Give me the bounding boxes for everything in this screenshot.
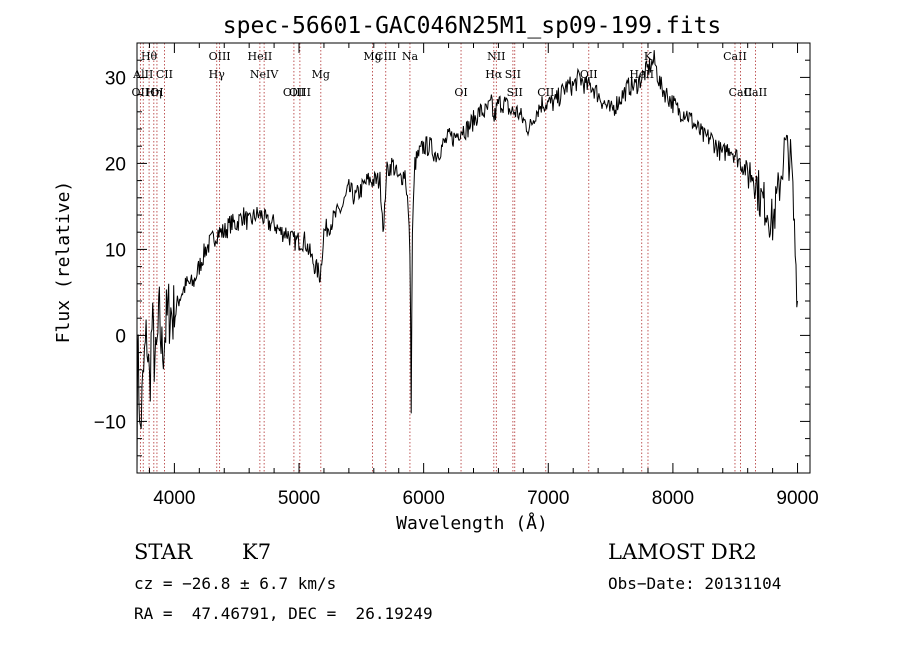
x-tick-label-5000: 5000 (278, 488, 320, 509)
axis-ticks: 4000 5000 6000 7000 8000 9000 −10 0 10 20 30 (94, 42, 819, 509)
x-tick-label-7000: 7000 (527, 488, 569, 509)
marker-label-4: CII (156, 68, 173, 81)
x-tick-label-6000: 6000 (403, 488, 445, 509)
y-tick-label-30: 30 (105, 68, 126, 89)
y-tick-label--10: −10 (94, 412, 126, 433)
redshift-velocity: cz = −26.8 ± 6.7 km/s (134, 574, 337, 593)
survey-name: LAMOST DR2 (608, 540, 757, 564)
marker-label-14: CIII (375, 50, 396, 63)
y-tick-label-20: 20 (105, 154, 126, 175)
chart-title: spec-56601-GAC046N25M1_sp09-199.fits (223, 13, 722, 39)
marker-label-18: Hα (485, 68, 503, 81)
marker-label-21: CII (537, 86, 554, 99)
marker-label-15: Na (402, 50, 419, 63)
marker-label-27: CaII (744, 86, 768, 99)
marker-label-1: AlII (132, 68, 153, 81)
marker-label-10: OIII (283, 86, 305, 99)
marker-label-26: CaII (729, 86, 753, 99)
marker-label-6: OIII (209, 50, 231, 63)
x-tick-label-4000: 4000 (153, 488, 195, 509)
marker-label-13: Mg (363, 50, 381, 63)
marker-label-7: Hγ (209, 68, 226, 81)
marker-label-20: SII (507, 86, 523, 99)
marker-label-8: HeII (247, 50, 272, 63)
x-tick-label-8000: 8000 (652, 488, 694, 509)
marker-label-25: CaII (723, 50, 747, 63)
emission-line-markers: HθAlIIOIIHηCIIOIOIIIHγHeIINeIVOIIIOIIIMg… (132, 43, 768, 473)
y-axis-label: Flux (relative) (53, 181, 74, 344)
marker-label-3: Hη (146, 86, 162, 99)
marker-label-19: SII (505, 68, 521, 81)
spectrum-line (136, 50, 798, 474)
marker-label-11: OIII (289, 86, 311, 99)
marker-label-16: OI (454, 86, 467, 99)
x-tick-label-9000: 9000 (776, 488, 818, 509)
plot-frame (136, 42, 811, 474)
y-tick-label-0: 0 (115, 326, 126, 347)
x-axis-label: Wavelength (Å) (396, 512, 548, 534)
object-subclass: K7 (242, 540, 272, 564)
observation-date: Obs−Date: 20131104 (608, 574, 782, 593)
marker-label-12: Mg (312, 68, 330, 81)
marker-label-17: NII (487, 50, 505, 63)
sky-coordinates: RA = 47.46791, DEC = 26.19249 (134, 604, 433, 623)
marker-label-2: OII (132, 86, 150, 99)
y-tick-label-10: 10 (105, 240, 126, 261)
marker-label-24: K (644, 50, 653, 63)
marker-label-9: NeIV (250, 68, 279, 81)
object-class: STAR (134, 540, 193, 564)
marker-label-0: Hθ (141, 50, 158, 63)
marker-label-22: OII (580, 68, 598, 81)
marker-label-5: OI (150, 86, 163, 99)
